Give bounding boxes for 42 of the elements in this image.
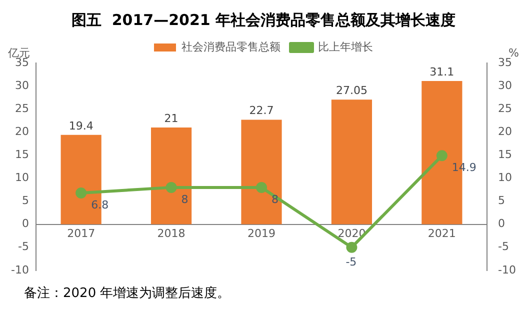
data-label: 8 [181,192,188,206]
y-tick-label: 15 [14,148,29,162]
y-tick-label: 10 [14,171,29,184]
y-tick-label: -10 [11,263,29,276]
x-tick-label: 2019 [248,226,276,240]
bar [150,128,192,224]
y-tick-label: 25 [14,102,29,115]
data-label: 21 [164,112,178,125]
y2-tick-label: 20 [498,124,512,138]
legend-label: 比上年增长 [318,40,373,54]
y2-tick-label: 10 [498,171,512,184]
point [346,242,358,253]
data-label: -5 [346,256,357,269]
y-tick-label: 30 [14,78,29,92]
bar [241,120,282,224]
data-label: 31.1 [430,65,454,78]
point [166,182,177,193]
y2-tick-label: 25 [498,102,512,115]
y-tick-label: 0 [22,217,29,230]
data-label: 27.05 [336,84,368,97]
x-tick-label: 2021 [428,226,456,240]
y2-tick-label: 30 [498,78,512,92]
text: 备注：2020 年增速为调整后速度。 [23,285,232,302]
y-axis-title: 亿元 [7,46,30,60]
y2-tick-label: -5 [498,240,510,254]
chart-title: 图五 2017—2021 年社会消费品零售总额及其增长速度 [71,10,456,29]
y2-tick-label: -10 [498,263,516,276]
data-label: 19.4 [68,119,94,132]
y2-tick-label: 0 [498,217,506,230]
point [436,150,448,162]
bar [331,100,372,224]
x-tick-label: 2017 [67,226,96,240]
y-tick-label: -5 [18,240,29,254]
legend-label: 社会消费品零售总额 [182,40,280,54]
point [76,187,87,198]
y-tick-label: 5 [22,194,29,208]
y2-tick-label: 15 [498,148,512,162]
x-tick-label: 2018 [157,226,186,240]
y2-tick-label: 5 [498,194,506,208]
data-label: 22.7 [249,104,274,118]
y-tick-label: 20 [14,124,29,138]
point [256,182,267,193]
